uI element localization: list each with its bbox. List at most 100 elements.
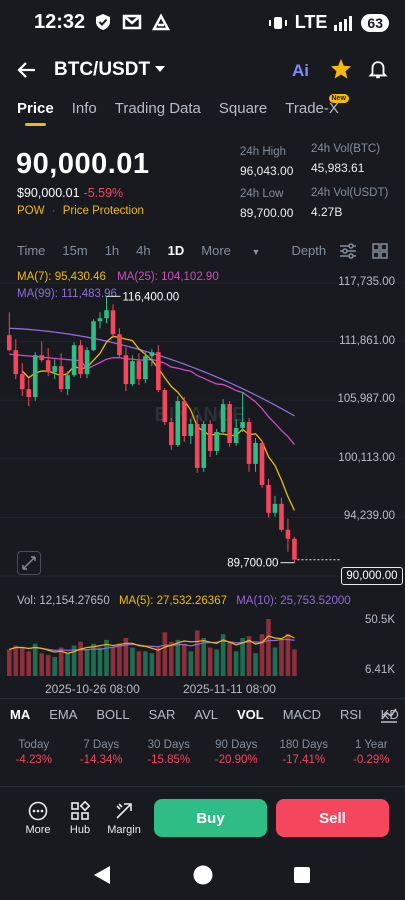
volume-bar [45,655,51,676]
ind-sar[interactable]: SAR [148,707,176,722]
interval-4h[interactable]: 4h [136,243,151,258]
candle [253,442,258,464]
vol-ma10-label: MA(10): 25,753.52000 [236,595,351,607]
candle [233,428,239,443]
volume-bar [253,653,258,676]
candle [117,334,122,356]
candle [71,345,77,376]
interval-15m[interactable]: 15m [62,243,88,258]
sell-button[interactable]: Sell [276,799,389,837]
fiat-price: $90,000.01 [17,186,80,200]
candle [123,355,129,385]
ind-ema[interactable]: EMA [49,707,78,722]
ind-boll[interactable]: BOLL [96,707,130,722]
ind-vol[interactable]: VOL [236,707,264,722]
candle [220,404,226,432]
hub-label: Hub [69,824,91,836]
candle [227,404,232,443]
perf-label: 90 Days [215,739,258,751]
volume-bar [136,651,142,676]
volume-bar [292,649,297,676]
tab-trading-data[interactable]: Trading Data [114,100,201,117]
ai-button[interactable]: Ai [292,61,309,80]
more-label: More [25,824,51,836]
candle [149,352,155,357]
perf-value: -14.34% [79,754,123,766]
vol-axis-top: 50.5K [364,614,395,626]
candle [97,318,103,322]
tab-info[interactable]: Info [71,100,97,117]
main-tabs: Price Info Trading Data Square Trade-X Ne… [17,94,349,126]
vibrate-icon [268,16,287,29]
perf-label: 7 Days [83,739,120,751]
buy-button[interactable]: Buy [154,799,267,837]
margin-button[interactable]: Margin [106,801,142,836]
volume-chart[interactable] [0,610,340,680]
interval-1d[interactable]: 1D [167,243,185,258]
chart-settings-icon[interactable] [339,243,357,259]
volume-bar [143,651,148,676]
notification-icons [94,13,170,31]
candle [45,360,51,373]
last-price-tag[interactable]: 90,000.00 [341,567,403,585]
interval-time[interactable]: Time [17,243,46,258]
fullscreen-button[interactable] [17,551,41,575]
ma99-label: MA(99): 111,483.96 [17,288,117,300]
volume-bar [13,645,19,676]
ind-ma[interactable]: MA [10,707,31,722]
interval-1h[interactable]: 1h [104,243,120,258]
perf-label: Today [18,739,50,751]
tab-trade-x[interactable]: Trade-X New [285,94,349,117]
layout-grid-icon[interactable] [372,243,388,259]
perf-1y: 1 Year -0.29% [338,739,405,766]
nav-home-icon[interactable] [192,864,214,886]
back-arrow-icon[interactable] [17,60,37,80]
interval-more[interactable]: More ▼ [201,243,277,258]
nav-back-icon[interactable] [93,865,111,885]
fiat-price-row: $90,000.01 -5.59% [17,186,123,200]
ind-avl[interactable]: AVL [194,707,218,722]
candle [58,366,64,390]
candle [188,424,194,436]
perf-today: Today -4.23% [0,739,68,766]
ind-rsi[interactable]: RSI [340,707,362,722]
indicator-settings-icon[interactable] [380,707,398,723]
hub-button[interactable]: Hub [64,800,96,836]
volume-bar [188,651,194,676]
candle [201,424,206,468]
price-protection-tag[interactable]: Price Protection [62,205,144,217]
candle [279,503,284,530]
bell-icon[interactable] [367,58,389,80]
depth-tab[interactable]: Depth [291,243,327,258]
candle [285,529,291,539]
volume-legend: Vol: 12,154.27650 MA(5): 27,532.26367 MA… [17,595,351,607]
price-axis-tick: 117,735.00 [338,276,395,288]
pair-title[interactable]: BTC/USDT [54,59,151,80]
candle [292,538,297,560]
candle [194,424,200,468]
ind-macd[interactable]: MACD [282,707,321,722]
vol-usdt-value: 4.27B [311,205,343,219]
tab-price[interactable]: Price [17,100,54,126]
volume-bar [65,653,70,676]
candle [162,390,168,423]
caret-down-icon[interactable] [155,66,165,74]
low-value: 89,700.00 [240,206,294,220]
volume-bar [207,647,213,676]
pow-tag[interactable]: POW [17,205,45,217]
candle [32,355,38,398]
more-dots-icon [28,801,48,821]
price-axis-tick: 105,987.00 [337,393,395,406]
candle [214,431,219,451]
perf-180d: 180 Days -17.41% [270,739,338,766]
status-time: 12:32 [34,11,86,33]
last-price: 90,000.01 [16,148,150,180]
vol-ma5-label: MA(5): 27,532.26367 [118,595,227,607]
nav-recents-icon[interactable] [293,866,311,884]
star-icon[interactable] [330,58,352,80]
volume-bar [117,643,122,676]
more-button[interactable]: More [22,801,54,836]
tab-square[interactable]: Square [218,100,268,117]
candle [39,355,44,361]
